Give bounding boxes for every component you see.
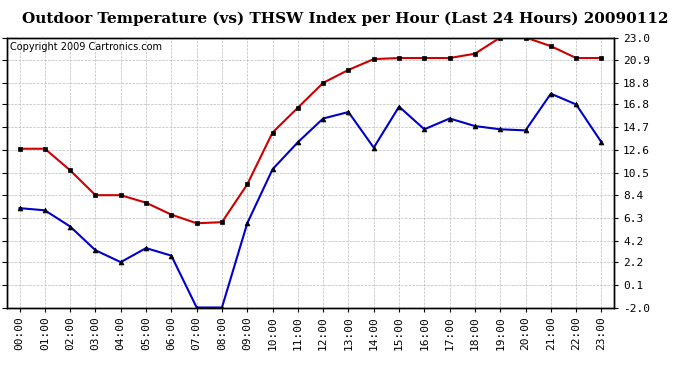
Text: Copyright 2009 Cartronics.com: Copyright 2009 Cartronics.com — [10, 42, 162, 51]
Text: Outdoor Temperature (vs) THSW Index per Hour (Last 24 Hours) 20090112: Outdoor Temperature (vs) THSW Index per … — [22, 11, 668, 26]
